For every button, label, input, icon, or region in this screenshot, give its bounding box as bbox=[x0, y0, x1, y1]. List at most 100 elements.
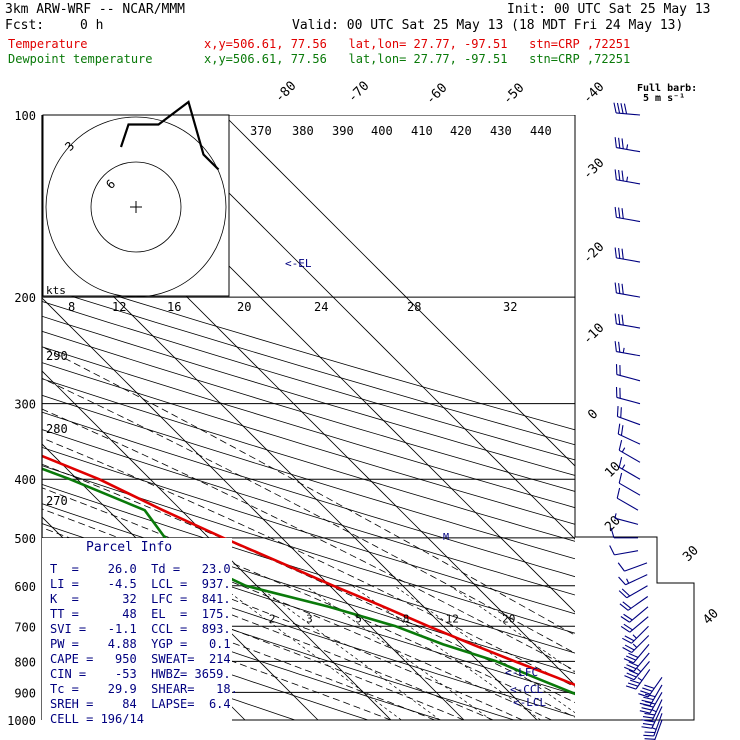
dry-adiabat-line bbox=[42, 301, 575, 461]
dry-adiabat-line bbox=[42, 446, 575, 615]
wind-barb-half-flag bbox=[626, 578, 630, 584]
wind-barbs bbox=[609, 102, 663, 740]
isotherm-label: 40 bbox=[700, 606, 722, 628]
wind-barb-flag bbox=[622, 637, 632, 644]
wind-barb bbox=[618, 472, 641, 496]
wind-barb-staff bbox=[614, 517, 639, 525]
hodograph-speed-label: 32 bbox=[503, 300, 517, 314]
wind-barb bbox=[614, 282, 641, 298]
forecast-label: Fcst: bbox=[5, 18, 45, 33]
wind-barb-flag bbox=[626, 655, 637, 661]
wind-barb-half-flag bbox=[626, 144, 629, 150]
wind-barb bbox=[639, 684, 663, 707]
moist-adiabat-line bbox=[42, 573, 435, 720]
wind-barb-flag bbox=[626, 672, 637, 678]
mixing-ratio-line bbox=[220, 585, 402, 720]
wind-barb-flag bbox=[643, 696, 654, 701]
wind-barb-half-flag bbox=[632, 643, 638, 648]
hodograph-ring bbox=[45, 116, 227, 298]
dry-adiabat-line bbox=[42, 315, 575, 476]
wind-barb-staff bbox=[616, 292, 641, 298]
wind-barb-half-flag bbox=[621, 447, 626, 453]
pressure-tick-label: 800 bbox=[14, 655, 36, 669]
isotherm-line bbox=[42, 224, 538, 720]
level-marker-label: <-CCL bbox=[510, 683, 543, 696]
wind-barb-flag bbox=[641, 707, 652, 711]
wind-barb-flag bbox=[609, 545, 615, 556]
isotherm-label: -60 bbox=[423, 81, 450, 108]
parcel-info-row: CIN = -53 HWBZ= 3659. bbox=[50, 667, 231, 681]
wind-barb-flag bbox=[620, 407, 622, 418]
wind-barb bbox=[624, 652, 650, 672]
dry-adiabat-line bbox=[42, 564, 515, 720]
wind-barb bbox=[618, 574, 648, 586]
wind-barb-flag bbox=[639, 702, 651, 707]
pressure-tick-label: 1000 bbox=[7, 714, 36, 728]
mixing-ratio-line bbox=[394, 585, 575, 714]
pressure-tick-label: 500 bbox=[14, 532, 36, 546]
wind-barb-staff bbox=[616, 112, 641, 116]
wind-barb-staff bbox=[631, 625, 649, 644]
level-marker-label: <-LCL bbox=[513, 696, 546, 709]
wind-barb-flag bbox=[618, 590, 628, 599]
theta-label: 270 bbox=[46, 494, 68, 508]
mixing-ratio-label: 12 bbox=[446, 612, 459, 625]
wind-barb-flag bbox=[617, 423, 621, 435]
pressure-tick-label: 400 bbox=[14, 473, 36, 487]
right-border bbox=[42, 115, 695, 721]
moist-adiabat-line bbox=[42, 463, 575, 703]
level-marker-label: <-EL bbox=[285, 257, 312, 270]
wind-barb-flag bbox=[644, 731, 656, 734]
wind-barb-staff bbox=[616, 374, 641, 382]
wind-barb-flag bbox=[628, 652, 639, 658]
wind-barb-flag bbox=[620, 425, 624, 436]
wind-barb-staff bbox=[629, 606, 649, 623]
parcel-info-row: K = 32 LFC = 841. bbox=[50, 592, 231, 606]
wind-barb-flag bbox=[614, 247, 617, 258]
wind-barb-half-flag bbox=[632, 634, 637, 639]
wind-barb-flag bbox=[618, 169, 621, 181]
hodograph-speed-label: 24 bbox=[314, 300, 328, 314]
wind-barb-flag bbox=[623, 613, 633, 621]
wind-barb-flag bbox=[621, 283, 624, 295]
wind-barb bbox=[618, 440, 641, 463]
wind-barb bbox=[614, 137, 641, 153]
pressure-tick-label: 700 bbox=[14, 620, 36, 634]
wind-barb-flag bbox=[614, 206, 617, 218]
wind-barb-flag bbox=[622, 601, 632, 609]
wind-barb-staff bbox=[618, 433, 641, 445]
wind-barb-staff bbox=[633, 652, 650, 672]
wind-barb-flag bbox=[621, 208, 624, 219]
valid-time: Valid: 00 UTC Sat 25 May 13 (18 MDT Fri … bbox=[292, 18, 684, 33]
wind-barb bbox=[614, 313, 641, 329]
wind-barb bbox=[610, 527, 638, 539]
wind-barb-flag bbox=[625, 685, 637, 690]
hodograph-speed-label: 8 bbox=[68, 300, 75, 314]
wind-barb bbox=[617, 562, 648, 572]
wind-barb bbox=[613, 102, 641, 116]
parcel-info-row: TT = 48 EL = 175. bbox=[50, 607, 231, 621]
temperature-trace bbox=[42, 454, 575, 687]
wind-barb-flag bbox=[614, 282, 617, 294]
temperature-location: x,y=506.61, 77.56 lat,lon= 27.77, -97.51… bbox=[204, 37, 631, 51]
parcel-info-row: PW = 4.88 YGP = 0.1 bbox=[50, 637, 231, 651]
wind-barb-staff bbox=[626, 585, 648, 599]
parcel-info-row: LI = -4.5 LCL = 937. bbox=[50, 577, 231, 591]
pressure-tick-label: 900 bbox=[14, 686, 36, 700]
wind-barb bbox=[617, 423, 641, 445]
wind-barb-flag bbox=[638, 693, 649, 698]
wind-barb-flag bbox=[616, 487, 621, 499]
moist-adiabat-line bbox=[42, 408, 575, 671]
wind-barb-staff bbox=[616, 216, 641, 223]
isotherm-label: -50 bbox=[500, 81, 527, 108]
moist-adiabat-line bbox=[42, 487, 575, 718]
theta-label: 280 bbox=[46, 422, 68, 436]
wind-barb-flag bbox=[644, 693, 656, 698]
wind-barb-staff bbox=[616, 497, 639, 511]
pressure-tick-label: 200 bbox=[14, 291, 36, 305]
wind-barb-half-flag bbox=[621, 464, 626, 470]
wind-barb-staff bbox=[654, 719, 663, 740]
dry-adiabat-line bbox=[42, 465, 575, 634]
wind-barb-staff bbox=[617, 415, 641, 426]
wind-barb-flag bbox=[629, 679, 641, 684]
